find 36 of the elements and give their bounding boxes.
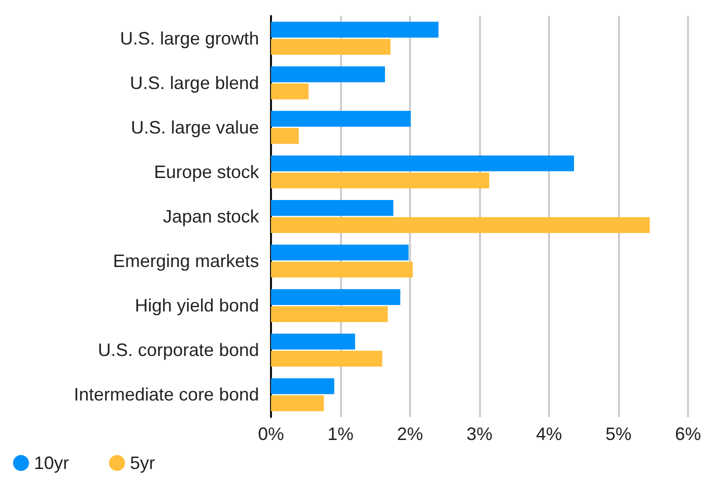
bar [271, 22, 438, 38]
bar [271, 155, 574, 172]
bar [271, 289, 400, 305]
x-tick-label: 3% [466, 424, 493, 444]
bar [271, 217, 650, 233]
bar [271, 378, 334, 394]
bar [271, 244, 409, 260]
bar [271, 200, 394, 216]
x-tick-label: 2% [396, 424, 424, 444]
y-tick-label: U.S. large value [130, 117, 259, 138]
bar [271, 38, 391, 55]
bar [271, 262, 413, 278]
bar [271, 128, 299, 144]
x-tick-label: 0% [258, 424, 284, 444]
x-tick-label: 4% [536, 424, 562, 444]
bar [271, 110, 411, 127]
bar [271, 83, 309, 100]
legend-label: 5yr [130, 453, 156, 473]
bar [271, 395, 324, 412]
x-tick-label: 5% [605, 424, 632, 444]
x-tick-label: 6% [674, 424, 701, 444]
y-tick-label: U.S. corporate bond [98, 340, 259, 360]
legend-label: 10yr [34, 453, 70, 473]
bar [271, 172, 490, 188]
y-tick-label: High yield bond [134, 296, 259, 316]
y-tick-label: Intermediate core bond [74, 384, 259, 405]
y-tick-label: U.S. large growth [120, 28, 259, 48]
bar [271, 350, 382, 367]
bar [271, 66, 385, 82]
y-tick-label: Emerging markets [112, 251, 259, 272]
x-tick-label: 1% [327, 424, 354, 444]
y-tick-label: Japan stock [162, 206, 260, 226]
bar [271, 306, 388, 322]
y-tick-label: Europe stock [154, 162, 260, 182]
y-tick-label: U.S. large blend [130, 72, 259, 93]
bar [271, 334, 356, 350]
